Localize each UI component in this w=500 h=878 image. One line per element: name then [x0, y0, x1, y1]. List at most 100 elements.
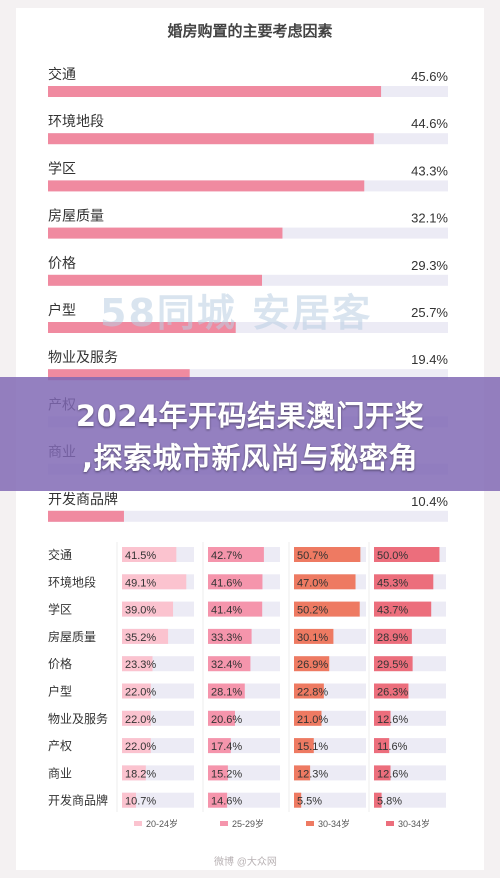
table-cell-track	[294, 765, 366, 781]
table-cell-label: 32.4%	[211, 659, 242, 671]
table-row-label: 产权	[48, 739, 72, 753]
table-cell-label: 41.5%	[125, 550, 156, 562]
table-cell-label: 50.0%	[377, 550, 408, 562]
table-cell-label: 26.9%	[297, 659, 328, 671]
table-row-label: 学区	[48, 602, 72, 617]
table-cell-label: 5.8%	[377, 796, 402, 808]
table-row-label: 交通	[48, 547, 72, 562]
table-cell-label: 49.1%	[125, 577, 156, 589]
table-cell-bar	[294, 628, 334, 644]
table-row-label: 房屋质量	[48, 629, 96, 644]
table-cell-label: 42.7%	[211, 550, 242, 562]
headline-banner[interactable]: 2024年开码结果澳门开奖 ,探索城市新风尚与秘密角	[0, 377, 500, 491]
table-cell-bar	[122, 628, 169, 644]
table-cell-label: 29.5%	[377, 659, 408, 671]
table-row-label: 价格	[48, 656, 72, 671]
legend-swatch	[220, 821, 228, 826]
table-cell-bar	[294, 683, 324, 699]
table-cell-label: 33.3%	[211, 632, 242, 644]
table-row-label: 商业	[48, 765, 72, 780]
table-cell-label: 15.2%	[211, 768, 242, 780]
table-cell-label: 18.2%	[125, 768, 156, 780]
bar-category-label: 交通	[48, 66, 76, 82]
table-cell-label: 5.5%	[297, 796, 322, 808]
bar-category-label: 学区	[48, 160, 76, 176]
table-cell-bar	[294, 601, 360, 617]
brand-watermark: 58同城 安居客	[100, 291, 373, 335]
table-cell-track	[122, 792, 194, 808]
table-cell-label: 41.4%	[211, 605, 242, 617]
table-cell-bar	[208, 683, 245, 699]
table-cell-label: 41.6%	[211, 577, 242, 589]
table-cell-label: 50.7%	[297, 550, 328, 562]
bar-value-label: 25.7%	[411, 305, 448, 320]
table-cell-label: 15.1%	[297, 741, 328, 753]
table-cell-track	[374, 765, 446, 781]
headline-line-2: ,探索城市新风尚与秘密角	[81, 441, 419, 475]
table-cell-bar	[374, 547, 440, 562]
bar	[48, 86, 382, 97]
table-cell-label: 35.2%	[125, 632, 156, 644]
legend-swatch	[134, 821, 142, 826]
table-cell-bar	[208, 765, 228, 781]
bar-value-label: 43.3%	[411, 163, 448, 178]
table-cell-label: 26.3%	[377, 687, 408, 699]
headline-line-1: 2024年开码结果澳门开奖	[75, 399, 425, 433]
table-cell-label: 12.3%	[297, 768, 328, 780]
table-cell-bar	[208, 792, 228, 808]
source-credit: 微博 @大众网	[214, 857, 277, 868]
table-cell-label: 22.0%	[125, 687, 156, 699]
table-cell-track	[374, 792, 446, 808]
bar	[48, 180, 365, 192]
table-row-label: 户型	[48, 684, 72, 699]
table-cell-bar	[374, 628, 412, 644]
bar-value-label: 10.4%	[411, 494, 448, 509]
bar-category-label: 环境地段	[48, 113, 104, 129]
table-cell-bar	[122, 547, 177, 562]
table-cell-bar	[294, 547, 361, 562]
legend-label: 30-34岁	[398, 818, 430, 829]
table-row-label: 物业及服务	[48, 711, 108, 726]
table-cell-track	[374, 738, 446, 754]
chart-title: 婚房购置的主要考虑因素	[167, 22, 332, 40]
table-cell-bar	[374, 765, 391, 781]
bar	[48, 369, 190, 381]
table-cell-bar	[122, 683, 151, 699]
table-cell-bar	[374, 738, 390, 754]
bar-value-label: 32.1%	[411, 211, 448, 226]
table-cell-label: 22.8%	[297, 687, 328, 699]
table-cell-bar	[122, 765, 146, 781]
table-cell-bar	[208, 547, 264, 562]
table-cell-label: 10.7%	[125, 796, 156, 808]
table-cell-bar	[294, 574, 356, 590]
table-cell-label: 12.6%	[377, 768, 408, 780]
table-cell-bar	[294, 792, 302, 808]
table-cell-bar	[208, 628, 252, 644]
legend-label: 25-29岁	[232, 818, 264, 829]
table-cell-label: 30.1%	[297, 632, 328, 644]
table-cell-label: 14.6%	[211, 796, 242, 808]
table-cell-label: 21.0%	[297, 714, 328, 726]
table-cell-label: 11.6%	[377, 741, 408, 753]
table-cell-label: 22.0%	[125, 714, 156, 726]
table-cell-bar	[374, 656, 413, 672]
table-cell-bar	[122, 792, 137, 808]
table-row-label: 开发商品牌	[48, 793, 108, 808]
legend-label: 30-34岁	[318, 818, 350, 829]
table-cell-bar	[208, 710, 235, 726]
table-cell-track	[294, 792, 366, 808]
bar	[48, 274, 263, 286]
table-cell-label: 23.3%	[125, 659, 156, 671]
bar-category-label: 开发商品牌	[48, 491, 118, 507]
bar-value-label: 44.6%	[411, 116, 448, 131]
bar-value-label: 29.3%	[411, 258, 448, 273]
table-cell-bar	[294, 710, 322, 726]
table-cell-bar	[122, 574, 187, 590]
table-cell-bar	[122, 710, 151, 726]
table-cell-bar	[374, 710, 391, 726]
bar	[48, 510, 124, 522]
table-cell-bar	[294, 765, 311, 781]
table-cell-label: 50.2%	[297, 605, 328, 617]
table-cell-bar	[374, 792, 382, 808]
